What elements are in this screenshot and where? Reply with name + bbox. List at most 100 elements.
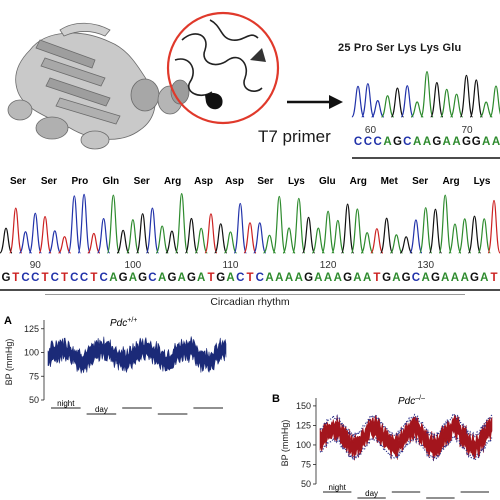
middle-aa-label: Met xyxy=(381,176,399,187)
middle-chrom-base: A xyxy=(441,272,449,284)
middle-chrom-base: A xyxy=(275,272,283,284)
middle-chrom-peak xyxy=(126,219,140,254)
middle-chrom-base: A xyxy=(392,272,400,284)
middle-chrom-base: G xyxy=(138,272,147,284)
top-chrom-peak xyxy=(469,79,483,118)
section-divider xyxy=(45,294,465,295)
middle-chrom-peak xyxy=(399,236,413,254)
middle-chrom-base: G xyxy=(2,272,11,284)
middle-aa-label: Asp xyxy=(194,176,213,187)
top-chrom-base: C xyxy=(374,136,382,148)
middle-chrom-peak xyxy=(272,195,286,254)
middle-aa-label: Ser xyxy=(10,176,26,187)
middle-chrom-peak xyxy=(58,236,71,254)
middle-chrom-base: G xyxy=(187,272,196,284)
middle-chromatogram: Ser Ser Pro Gln Ser Arg Asp Asp Ser Lys Glu Arg Met S… xyxy=(0,176,500,291)
middle-chrom-peak xyxy=(477,218,491,254)
top-chrom-base: G xyxy=(462,136,471,148)
panel-b-chart: B Pdc–/– 150 125 100 75 50 BP (mmHg) night day xyxy=(272,393,493,499)
section-title: Circadian rhythm xyxy=(210,296,290,308)
top-chrom-base: C xyxy=(354,136,362,148)
top-chromatogram: C C C A G C A A G A A G G A A60 70 xyxy=(351,71,500,159)
middle-chrom-peak xyxy=(67,195,81,254)
top-chrom-peak xyxy=(420,71,434,118)
y-tick-label: 100 xyxy=(296,440,311,450)
middle-chrom-peak xyxy=(292,197,306,254)
protein-ribbon xyxy=(7,22,190,150)
middle-chrom-base: A xyxy=(314,272,322,284)
middle-chrom-base: A xyxy=(451,272,459,284)
top-chrom-base: A xyxy=(423,136,431,148)
middle-chrom-peak xyxy=(253,222,267,254)
middle-chrom-base: G xyxy=(167,272,176,284)
middle-chrom-peak xyxy=(106,194,121,254)
middle-chrom-peak xyxy=(96,217,111,254)
day-label: day xyxy=(365,489,378,498)
middle-chrom-base: A xyxy=(363,272,371,284)
middle-chrom-peak xyxy=(165,230,179,254)
middle-chrom-peak xyxy=(428,208,443,254)
middle-chrom-peak xyxy=(87,232,101,254)
middle-chrom-peak xyxy=(448,223,462,254)
middle-chrom-base: G xyxy=(470,272,479,284)
y-tick-label: 150 xyxy=(296,401,311,411)
middle-chrom-peak xyxy=(224,231,237,254)
middle-chrom-peak xyxy=(419,207,433,254)
top-chrom-peak xyxy=(440,88,454,118)
top-chrom-peak xyxy=(361,83,375,118)
middle-aa-label: Glu xyxy=(319,176,336,187)
middle-aa-label: Ser xyxy=(134,176,150,187)
middle-chrom-base: T xyxy=(42,272,49,284)
top-aa-header: 25 Pro Ser Lys Lys Glu xyxy=(338,42,462,54)
top-chrom-peak xyxy=(351,85,365,118)
middle-chrom-base: T xyxy=(246,272,253,284)
y-tick-label: 100 xyxy=(24,348,39,358)
middle-chrom-base: A xyxy=(265,272,273,284)
y-tick-label: 75 xyxy=(301,459,311,469)
top-position-label: 70 xyxy=(462,125,474,136)
middle-aa-label: Lys xyxy=(288,176,305,187)
middle-chrom-peak xyxy=(48,230,62,254)
middle-chrom-peak xyxy=(282,227,296,254)
middle-chrom-peak xyxy=(233,202,247,254)
top-chrom-base: A xyxy=(452,136,460,148)
panel-a-chart: A Pdc+/+ 125 100 75 50 BP (mmHg) night day xyxy=(4,315,227,415)
middle-chrom-peak xyxy=(135,213,150,254)
arrow-icon xyxy=(287,95,343,109)
bp-dotted-trace xyxy=(319,435,493,462)
helix-segment xyxy=(205,93,223,110)
middle-chrom-base: C xyxy=(99,272,107,284)
top-chrom-base: C xyxy=(403,136,411,148)
middle-position-label: 130 xyxy=(417,260,434,271)
day-label: day xyxy=(95,405,108,414)
middle-chrom-peak xyxy=(340,203,355,254)
middle-chrom-base: A xyxy=(158,272,166,284)
bp-signal-band xyxy=(47,336,227,374)
middle-chrom-base: C xyxy=(236,272,244,284)
middle-chrom-peak xyxy=(77,193,91,254)
middle-chrom-base: A xyxy=(129,272,137,284)
middle-chrom-peak xyxy=(28,212,42,254)
top-chrom-base: A xyxy=(492,136,500,148)
middle-chrom-peak xyxy=(0,227,13,254)
protein-structure-image xyxy=(7,11,280,150)
middle-position-label: 90 xyxy=(30,260,42,271)
middle-chrom-peak xyxy=(9,207,23,254)
top-chrom-peak xyxy=(381,95,395,118)
disordered-region-path xyxy=(174,19,263,97)
middle-chrom-peak xyxy=(214,223,228,254)
middle-chrom-peak xyxy=(438,194,452,254)
top-chrom-base: G xyxy=(432,136,441,148)
middle-position-label: 100 xyxy=(125,260,142,271)
top-chrom-peak xyxy=(400,85,414,118)
middle-chrom-base: G xyxy=(119,272,128,284)
middle-chrom-peak xyxy=(204,213,218,254)
top-chrom-base: A xyxy=(482,136,490,148)
middle-aa-label: Gln xyxy=(102,176,119,187)
middle-aa-label: Arg xyxy=(350,176,367,187)
middle-chrom-peak xyxy=(263,234,276,254)
top-chrom-base: A xyxy=(413,136,421,148)
middle-chrom-base: A xyxy=(334,272,342,284)
middle-chrom-base: T xyxy=(207,272,214,284)
middle-chrom-base: G xyxy=(431,272,440,284)
